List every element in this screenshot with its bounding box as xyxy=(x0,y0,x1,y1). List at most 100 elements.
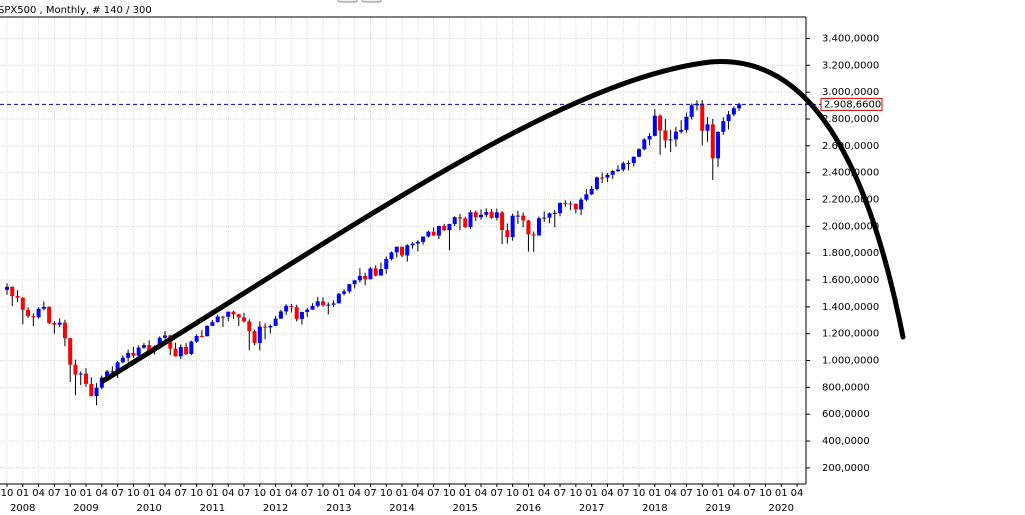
candle-body xyxy=(31,316,36,318)
candle-body xyxy=(615,169,620,172)
candle-body xyxy=(494,212,499,218)
candle-body xyxy=(189,341,194,354)
candle-body xyxy=(521,215,526,221)
x-tick-label: 01 xyxy=(396,488,409,499)
candle-body xyxy=(41,306,46,309)
x-tick-label: 04 xyxy=(538,488,551,499)
candle-body xyxy=(110,371,115,373)
candle-body xyxy=(347,284,352,292)
candle-body xyxy=(378,269,383,276)
candle-body xyxy=(10,286,15,296)
candle-body xyxy=(621,163,626,170)
candle-body xyxy=(452,217,457,224)
candle-body xyxy=(679,129,684,132)
candle-body xyxy=(136,347,141,356)
x-tick-label: 10 xyxy=(380,488,393,499)
y-tick-label: 2.200,0000 xyxy=(822,195,879,206)
candle-body xyxy=(352,280,357,285)
candle-body xyxy=(173,348,178,357)
x-year-label: 2013 xyxy=(326,503,351,514)
candle-body xyxy=(500,212,505,231)
candle-body xyxy=(52,322,57,325)
candle-body xyxy=(26,309,31,317)
x-tick-label: 10 xyxy=(506,488,519,499)
candle-body xyxy=(331,303,336,305)
x-tick-label: 10 xyxy=(190,488,203,499)
x-tick-label: 04 xyxy=(32,488,45,499)
y-tick-label: 1.400,0000 xyxy=(822,302,879,313)
candle-body xyxy=(94,387,99,397)
x-tick-label: 10 xyxy=(253,488,266,499)
candle-body xyxy=(289,305,294,308)
candle-body xyxy=(236,314,241,318)
x-tick-label: 07 xyxy=(680,488,693,499)
candle-body xyxy=(15,295,20,298)
candle-body xyxy=(163,335,168,338)
x-tick-label: 04 xyxy=(95,488,108,499)
x-year-label: 2010 xyxy=(136,503,161,514)
candle-body xyxy=(468,212,473,228)
candle-body xyxy=(710,124,715,159)
x-year-label: 2020 xyxy=(769,503,794,514)
candle-body xyxy=(510,215,515,238)
candle-body xyxy=(68,338,73,365)
candle-body xyxy=(357,275,362,281)
candle-body xyxy=(84,373,89,384)
candle-body xyxy=(115,362,120,372)
candle-body xyxy=(737,104,742,109)
candle-body xyxy=(515,215,520,217)
candle-body xyxy=(610,171,615,175)
candle-body xyxy=(305,309,310,312)
candle-body xyxy=(526,220,531,235)
candle-body xyxy=(547,213,552,218)
candle-body xyxy=(294,307,299,319)
candle-body xyxy=(421,236,426,242)
candle-body xyxy=(442,225,447,231)
x-tick-label: 01 xyxy=(143,488,156,499)
x-tick-label: 04 xyxy=(411,488,424,499)
toolbar-button[interactable] xyxy=(337,0,358,3)
candle-body xyxy=(89,383,94,397)
candle-body xyxy=(400,246,405,256)
x-tick-label: 04 xyxy=(348,488,361,499)
x-tick-label: 07 xyxy=(48,488,61,499)
candle-body xyxy=(252,331,257,343)
x-tick-label: 01 xyxy=(775,488,788,499)
candle-body xyxy=(126,352,131,358)
x-tick-label: 10 xyxy=(127,488,140,499)
x-tick-label: 01 xyxy=(648,488,661,499)
candle-body xyxy=(199,335,204,337)
candle-body xyxy=(436,225,441,236)
candle-body xyxy=(536,218,541,236)
x-tick-label: 07 xyxy=(554,488,567,499)
candle-body xyxy=(505,230,510,238)
candle-body xyxy=(36,308,41,318)
candle-body xyxy=(226,311,231,317)
x-year-label: 2011 xyxy=(200,503,225,514)
x-year-label: 2019 xyxy=(705,503,730,514)
candle-body xyxy=(284,305,289,312)
x-tick-label: 04 xyxy=(475,488,488,499)
last-price-box xyxy=(820,97,883,111)
candle-body xyxy=(605,174,610,178)
x-tick-label: 10 xyxy=(633,488,646,499)
x-tick-label: 04 xyxy=(664,488,677,499)
y-tick-label: 2.400,0000 xyxy=(822,168,879,179)
candle-body xyxy=(642,139,647,150)
candle-body xyxy=(484,211,489,215)
candle-body xyxy=(247,321,252,332)
candle-body xyxy=(363,275,368,280)
x-tick-label: 07 xyxy=(427,488,440,499)
axes: 200,0000 400,0000 600,0000 800,0000 1.000,00… xyxy=(1,33,883,514)
candle-body xyxy=(626,163,631,165)
x-tick-label: 07 xyxy=(490,488,503,499)
candle-body xyxy=(242,317,247,322)
candle-body xyxy=(716,131,721,159)
candle-body xyxy=(257,326,262,343)
candle-body xyxy=(405,245,410,256)
candle-body xyxy=(157,337,162,347)
candle-body xyxy=(268,325,273,328)
candle-body xyxy=(315,301,320,306)
toolbar-button[interactable] xyxy=(361,0,382,3)
candle-body xyxy=(479,214,484,218)
